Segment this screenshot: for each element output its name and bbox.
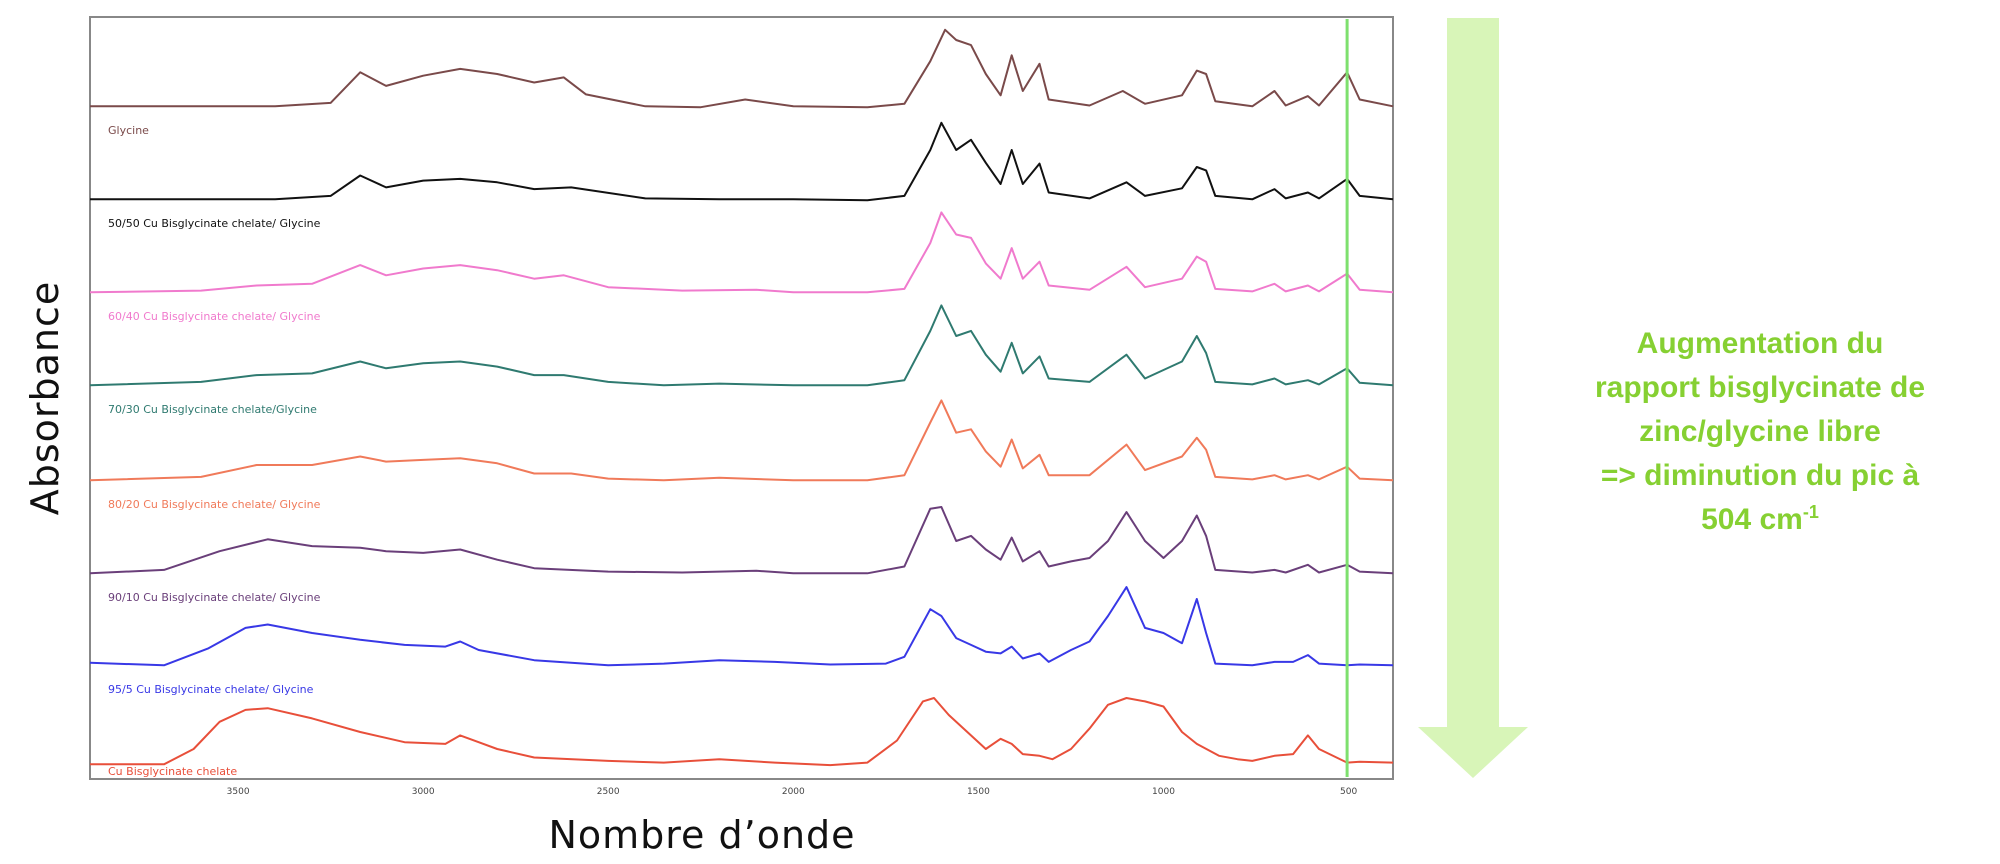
- spectrum-trace-4: [89, 304, 1394, 387]
- x-axis-title: Nombre d’onde: [548, 813, 855, 857]
- x-tick-label-1500: 1500: [967, 787, 990, 797]
- spectrum-trace-5: [89, 399, 1394, 482]
- annotation-peak-value: 504 cm: [1701, 503, 1803, 536]
- spectrum-trace-2: [90, 121, 1394, 202]
- x-tick-label-3500: 3500: [227, 787, 250, 797]
- annotation-line-1: Augmentation du: [1636, 327, 1884, 360]
- trace-label-2: 50/50 Cu Bisglycinate chelate/ Glycine: [108, 217, 321, 230]
- annotation-line-2: rapport bisglycinate de: [1594, 371, 1926, 404]
- spectrum-trace-8: [90, 697, 1394, 767]
- trace-label-1: Glycine: [108, 124, 149, 137]
- x-tick-label-1000: 1000: [1152, 787, 1175, 797]
- annotation-peak-unit-exponent: -1: [1802, 502, 1819, 522]
- x-tick-label-3000: 3000: [412, 787, 435, 797]
- trend-annotation: Augmentation du rapport bisglycinate de …: [1530, 322, 1990, 542]
- x-tick-label-2500: 2500: [597, 787, 620, 797]
- spectrum-trace-7: [89, 586, 1394, 667]
- trace-label-7: 95/5 Cu Bisglycinate chelate/ Glycine: [108, 683, 314, 696]
- annotation-line-5: 504 cm-1: [1530, 498, 1990, 542]
- trace-label-5: 80/20 Cu Bisglycinate chelate/ Glycine: [108, 498, 321, 511]
- annotation-line-4: => diminution du pic à: [1600, 459, 1920, 492]
- trace-labels: Glycine 50/50 Cu Bisglycinate chelate/ Gl…: [108, 124, 321, 778]
- spectrum-trace-3: [89, 211, 1394, 294]
- trace-label-8: Cu Bisglycinate chelate: [108, 765, 237, 778]
- spectrum-trace-6: [89, 506, 1394, 575]
- trace-label-6: 90/10 Cu Bisglycinate chelate/ Glycine: [108, 591, 321, 604]
- x-tick-label-2000: 2000: [782, 787, 805, 797]
- x-tick-label-500: 500: [1340, 787, 1357, 797]
- x-axis-ticks: 3500 3000 2500 2000 1500 1000 500: [227, 787, 1358, 797]
- trace-label-4: 70/30 Cu Bisglycinate chelate/Glycine: [108, 403, 317, 416]
- y-axis-title: Absorbance: [23, 281, 67, 516]
- spectra-traces: [89, 28, 1394, 767]
- plot-frame: [89, 16, 1394, 780]
- spectrum-trace-1: [90, 28, 1394, 109]
- trace-label-3: 60/40 Cu Bisglycinate chelate/ Glycine: [108, 310, 321, 323]
- trend-arrow: [1418, 18, 1528, 778]
- annotation-line-3: zinc/glycine libre: [1639, 415, 1881, 448]
